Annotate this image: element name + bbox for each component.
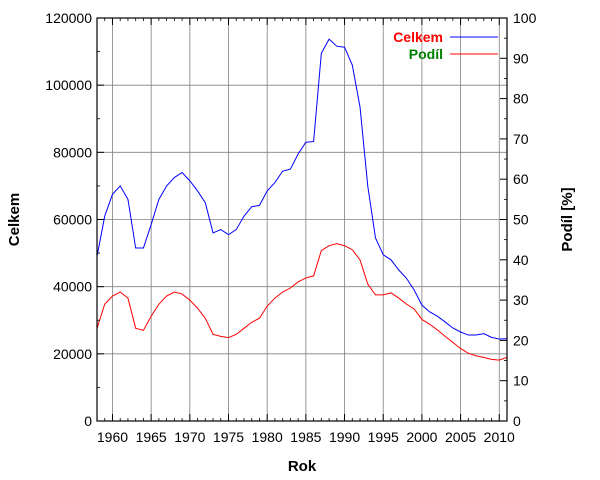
y-right-tick-label: 20 <box>513 332 529 348</box>
y-left-tick-label: 120000 <box>45 10 92 26</box>
x-tick-label: 1990 <box>329 429 360 445</box>
x-axis-title: Rok <box>288 458 317 475</box>
y-right-tick-label: 10 <box>513 373 529 389</box>
y-right-tick-label: 40 <box>513 252 529 268</box>
y-left-tick-label: 20000 <box>53 346 92 362</box>
y-right-tick-label: 70 <box>513 131 529 147</box>
x-tick-label: 1970 <box>174 429 205 445</box>
y-left-tick-label: 40000 <box>53 279 92 295</box>
tick-labels: 1960 1965 1970 1975 1980 1985 1990 1995 2000 2005… <box>45 10 536 445</box>
grid <box>97 17 507 422</box>
legend-label-1: Celkem <box>393 29 443 45</box>
x-tick-label: 1995 <box>368 429 399 445</box>
y-left-tick-label: 100000 <box>45 77 92 93</box>
x-tick-label: 1960 <box>97 429 128 445</box>
y-right-tick-label: 80 <box>513 91 529 107</box>
y-left-tick-label: 80000 <box>53 144 92 160</box>
y-left-tick-label: 0 <box>84 413 92 429</box>
y-right-tick-label: 0 <box>513 413 521 429</box>
x-tick-label: 2005 <box>445 429 476 445</box>
series-line-1 <box>97 38 507 340</box>
tick-marks <box>96 17 508 422</box>
legend-label-2: Podíl <box>409 46 443 62</box>
y-right-tick-label: 30 <box>513 292 529 308</box>
series-line-2 <box>97 243 507 361</box>
x-tick-label: 2010 <box>484 429 515 445</box>
x-tick-label: 1965 <box>136 429 167 445</box>
y-right-tick-label: 90 <box>513 50 529 66</box>
y-right-tick-label: 60 <box>513 171 529 187</box>
x-tick-label: 1985 <box>290 429 321 445</box>
y-axis-right-title: Podíl [%] <box>559 187 576 251</box>
y-right-tick-label: 50 <box>513 212 529 228</box>
x-tick-label: 1980 <box>252 429 283 445</box>
x-tick-label: 2000 <box>406 429 437 445</box>
series-layer <box>97 38 507 361</box>
x-tick-label: 1975 <box>213 429 244 445</box>
y-axis-left-title: Celkem <box>6 193 23 246</box>
y-right-tick-label: 100 <box>513 10 537 26</box>
y-left-tick-label: 60000 <box>53 212 92 228</box>
